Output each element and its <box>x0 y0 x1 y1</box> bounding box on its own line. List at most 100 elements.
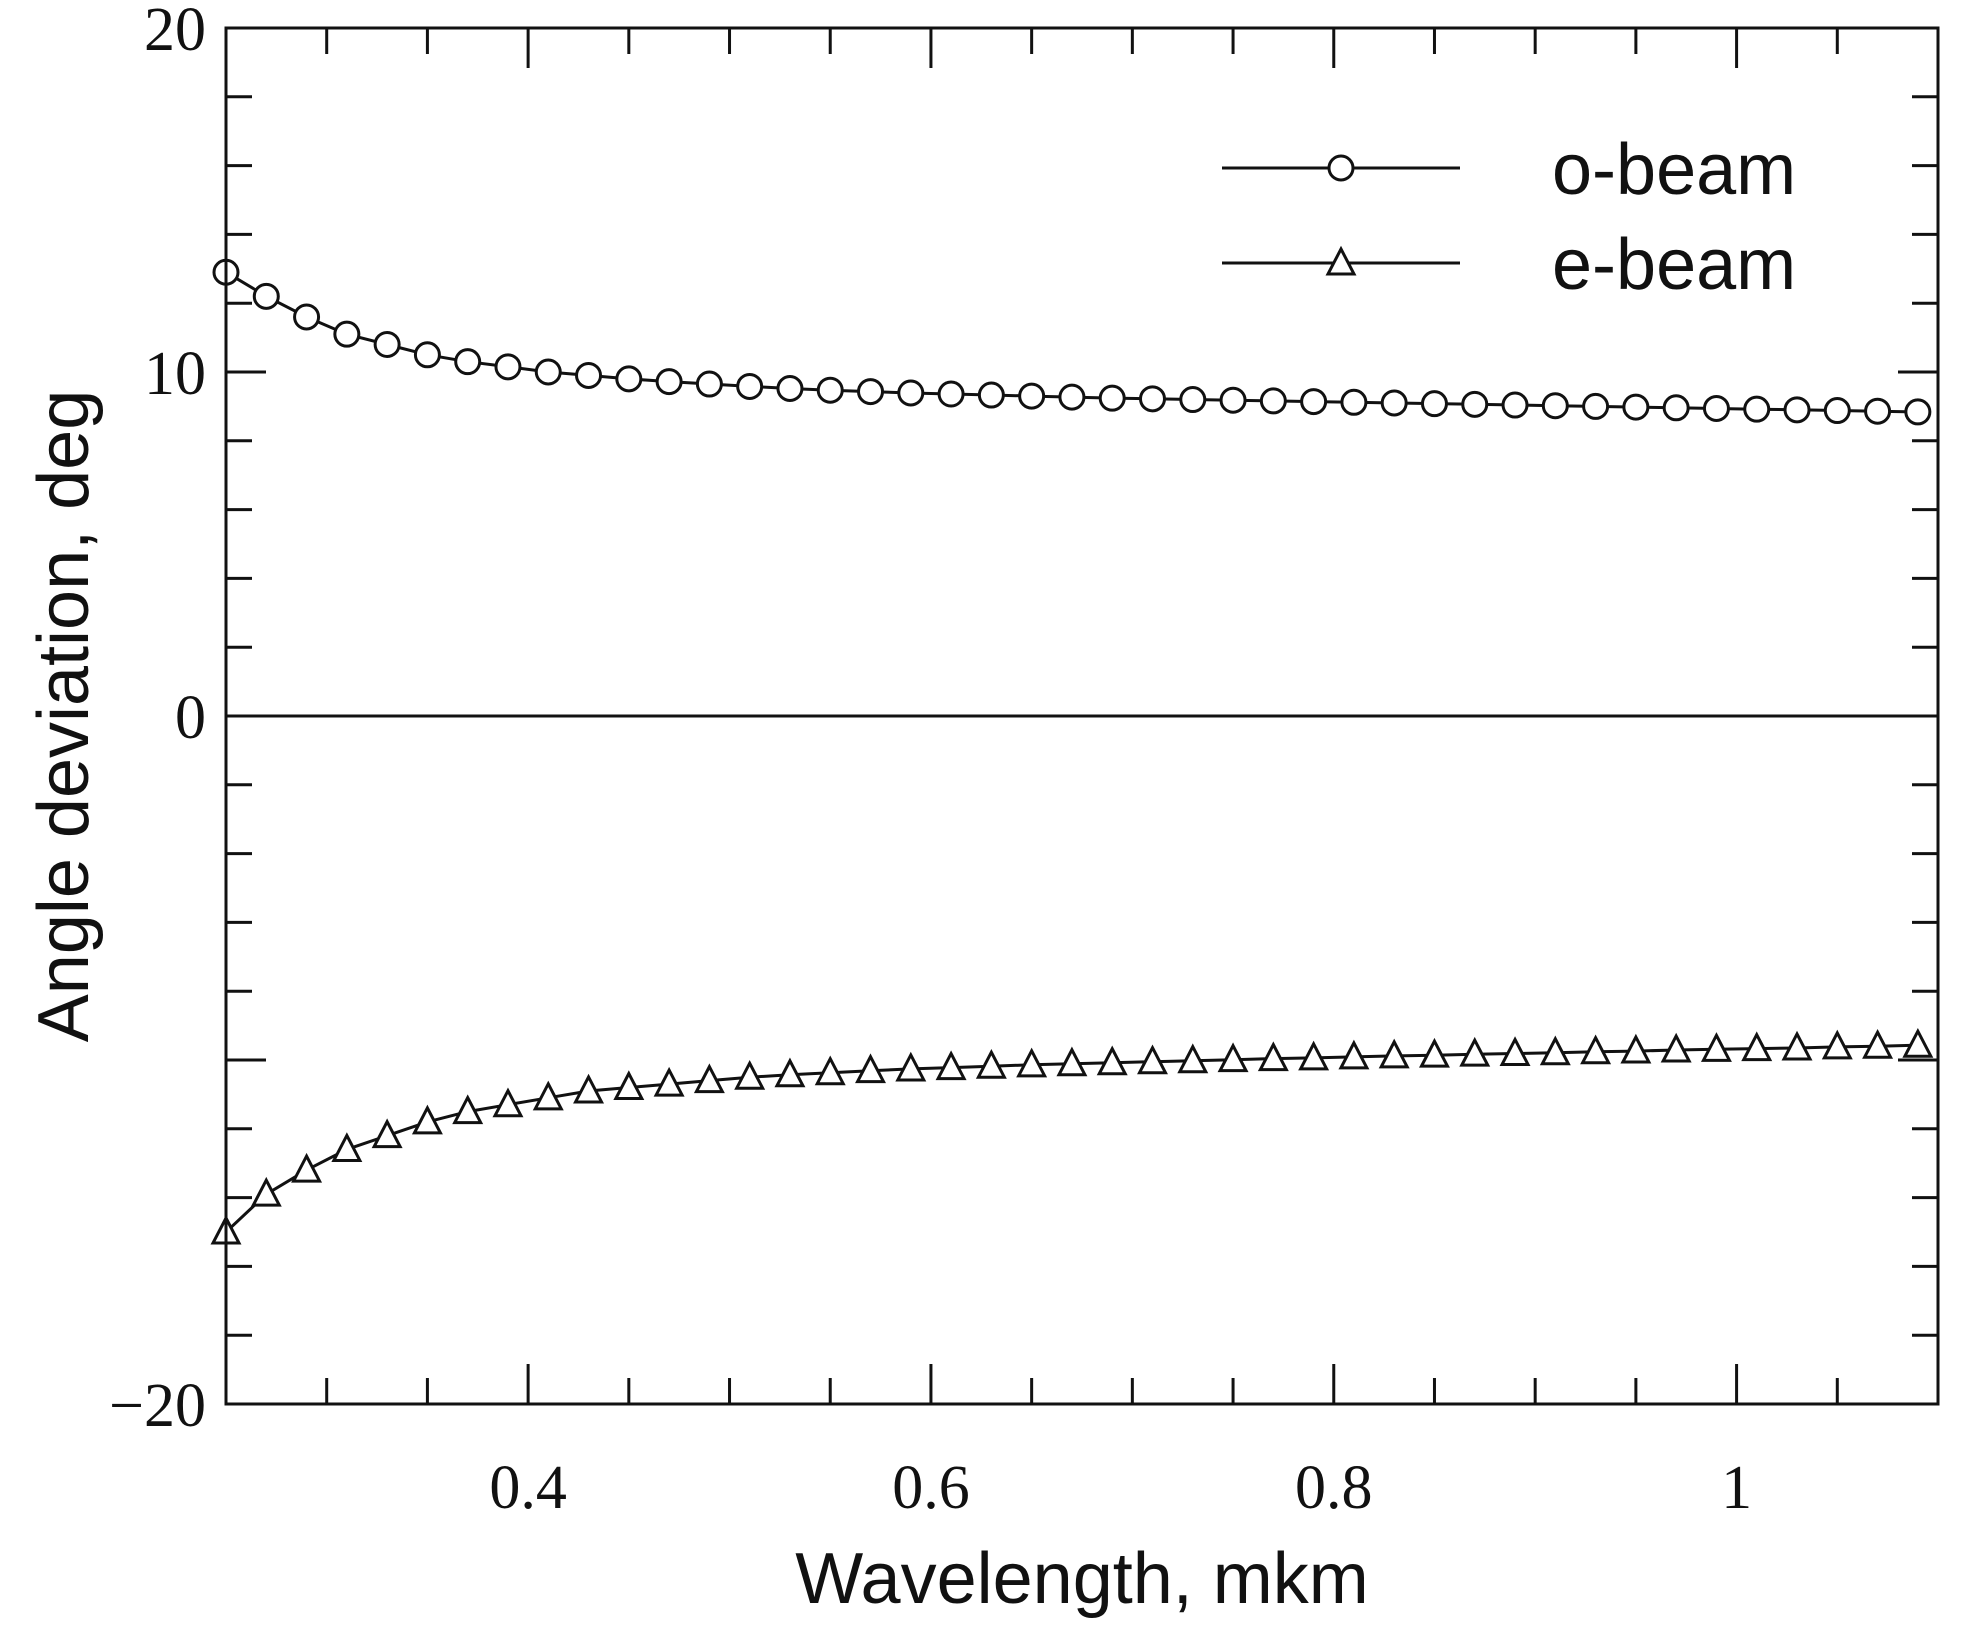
data-point-o-beam <box>1420 390 1448 418</box>
data-point-o-beam <box>1219 386 1247 414</box>
x-axis-title: Wavelength, mkm <box>795 1539 1369 1619</box>
data-point-o-beam <box>373 330 401 358</box>
data-point-o-beam <box>1904 398 1932 426</box>
data-point-o-beam <box>1743 395 1771 423</box>
data-point-o-beam <box>1501 391 1529 419</box>
legend-marker-e-beam <box>1325 245 1357 276</box>
data-point-e-beam <box>1378 1038 1410 1069</box>
tick-labels: 0.4 0.6 0.8 1 −20 0 10 20 <box>109 0 1752 1522</box>
data-point-e-beam <box>774 1057 806 1088</box>
data-point-o-beam <box>1340 388 1368 416</box>
data-point-e-beam <box>1660 1032 1692 1063</box>
data-point-e-beam <box>1499 1036 1531 1066</box>
data-point-o-beam <box>1622 393 1650 421</box>
y-tick-label: −20 <box>109 1372 206 1440</box>
data-point-o-beam <box>1300 388 1328 416</box>
data-point-o-beam <box>293 303 321 331</box>
data-point-e-beam <box>291 1152 323 1183</box>
data-point-o-beam <box>1783 396 1811 424</box>
legend-label-o-beam: o-beam <box>1552 130 1796 210</box>
data-point-o-beam <box>615 365 643 393</box>
data-point-o-beam <box>736 372 764 400</box>
data-point-e-beam <box>331 1132 363 1162</box>
data-point-e-beam <box>371 1118 403 1149</box>
x-tick-label: 0.6 <box>892 1454 970 1522</box>
data-point-e-beam <box>411 1104 443 1135</box>
data-point-e-beam <box>573 1073 605 1104</box>
series-layer <box>226 270 1918 1234</box>
data-point-o-beam <box>413 341 441 369</box>
legend: o-beam e-beam <box>1222 130 1796 305</box>
data-point-e-beam <box>1459 1036 1491 1067</box>
data-point-e-beam <box>1580 1034 1612 1065</box>
data-point-e-beam <box>1338 1039 1370 1070</box>
y-tick-label: 10 <box>144 340 206 408</box>
data-point-e-beam <box>895 1051 927 1082</box>
data-point-e-beam <box>1700 1032 1732 1062</box>
data-point-e-beam <box>814 1055 846 1086</box>
y-tick-label: 20 <box>144 0 206 64</box>
data-point-o-beam <box>333 320 361 348</box>
data-point-o-beam <box>655 368 683 396</box>
data-point-o-beam <box>1138 385 1166 413</box>
data-point-e-beam <box>1056 1046 1088 1077</box>
data-point-e-beam <box>1741 1031 1773 1062</box>
y-tick-label: 0 <box>175 684 206 752</box>
data-point-o-beam <box>1541 392 1569 420</box>
data-point-o-beam <box>454 348 482 376</box>
data-point-o-beam <box>494 353 522 381</box>
data-point-e-beam <box>693 1063 725 1094</box>
data-point-e-beam <box>1902 1027 1934 1058</box>
data-point-e-beam <box>250 1176 282 1207</box>
data-point-e-beam <box>975 1048 1007 1079</box>
data-point-o-beam <box>534 358 562 386</box>
legend-marker-o-beam <box>1327 154 1355 182</box>
data-point-e-beam <box>1217 1042 1249 1073</box>
data-point-e-beam <box>855 1053 886 1084</box>
data-point-e-beam <box>1298 1040 1330 1071</box>
data-point-o-beam <box>857 378 885 406</box>
data-point-o-beam <box>1461 390 1489 418</box>
data-point-e-beam <box>613 1070 645 1101</box>
data-point-e-beam <box>1016 1047 1048 1078</box>
data-point-e-beam <box>734 1059 766 1090</box>
data-point-o-beam <box>575 361 603 389</box>
data-point-e-beam <box>1257 1041 1289 1072</box>
data-point-e-beam <box>1781 1030 1813 1061</box>
y-axis-title: Angle deviation, deg <box>24 390 104 1043</box>
data-point-o-beam <box>977 381 1005 409</box>
data-point-o-beam <box>937 380 965 408</box>
data-point-o-beam <box>897 379 925 407</box>
data-point-e-beam <box>1539 1035 1571 1066</box>
data-point-e-beam <box>532 1080 564 1111</box>
data-point-o-beam <box>1098 384 1126 412</box>
data-point-e-beam <box>452 1094 484 1125</box>
data-point-e-beam <box>935 1050 967 1081</box>
data-point-o-beam <box>1823 397 1851 425</box>
data-point-o-beam <box>1662 394 1690 422</box>
data-point-o-beam <box>252 282 280 310</box>
data-point-o-beam <box>1259 387 1287 415</box>
x-tick-label: 1 <box>1721 1454 1752 1522</box>
data-point-o-beam <box>1702 394 1730 422</box>
data-point-o-beam <box>1018 382 1046 410</box>
data-point-e-beam <box>1821 1029 1853 1060</box>
data-point-o-beam <box>1380 389 1408 417</box>
data-point-e-beam <box>492 1087 524 1118</box>
data-point-o-beam <box>1058 383 1086 411</box>
x-tick-label: 0.4 <box>489 1454 567 1522</box>
legend-label-e-beam: e-beam <box>1552 225 1796 305</box>
data-point-o-beam <box>816 376 844 404</box>
data-point-e-beam <box>1418 1037 1450 1068</box>
data-point-e-beam <box>1137 1044 1168 1075</box>
data-point-e-beam <box>653 1066 685 1097</box>
data-point-o-beam <box>1864 397 1892 425</box>
data-point-e-beam <box>1862 1028 1894 1059</box>
data-point-e-beam <box>1096 1045 1128 1076</box>
x-tick-label: 0.8 <box>1295 1454 1373 1522</box>
data-point-o-beam <box>1582 392 1610 420</box>
plot-frame <box>224 26 1940 1406</box>
markers-layer <box>210 258 1934 1245</box>
data-point-o-beam <box>695 370 723 398</box>
